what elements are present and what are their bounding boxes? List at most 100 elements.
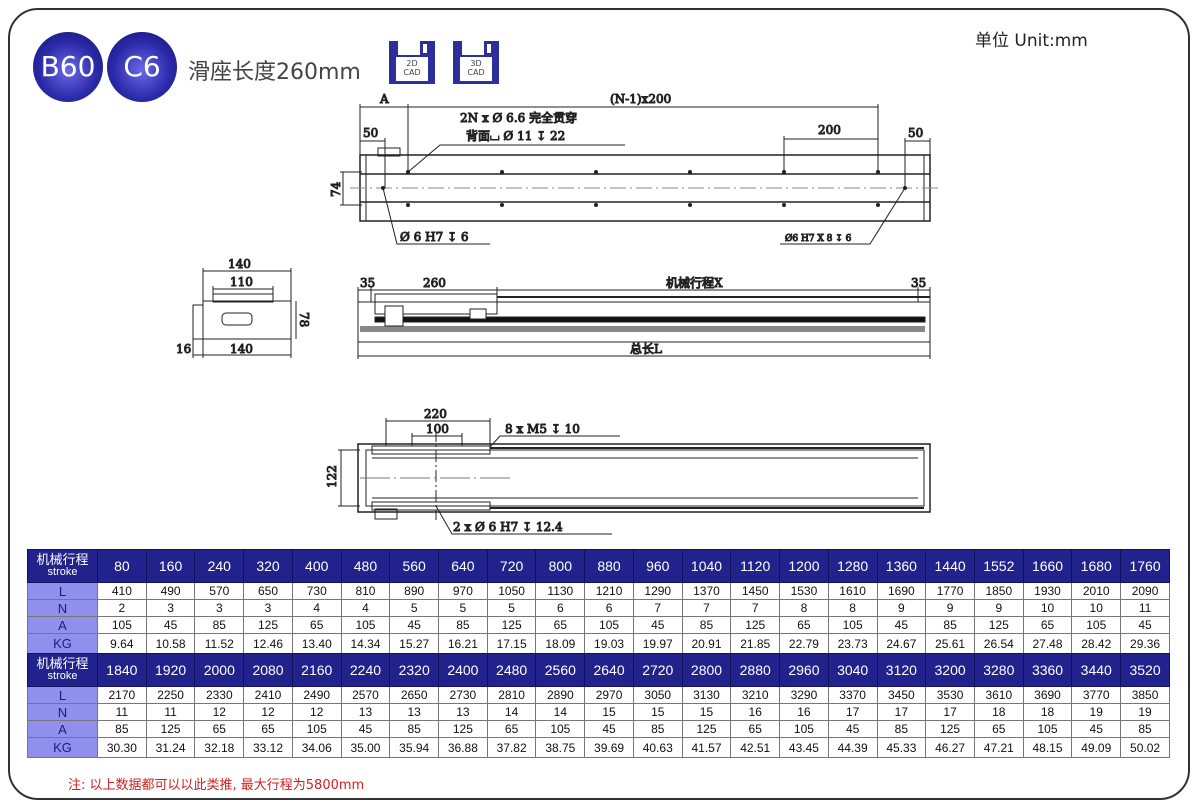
cell-a: 45	[876, 616, 927, 634]
cell-kg: 17.15	[486, 633, 537, 654]
stroke-value: 2400	[438, 653, 488, 687]
stroke-value: 3120	[876, 653, 927, 687]
cell-n: 11	[97, 703, 147, 721]
row-label: A	[27, 616, 98, 634]
cell-a: 85	[389, 720, 440, 738]
cell-l: 3130	[681, 686, 732, 704]
stroke-value: 1440	[925, 549, 975, 583]
unit-label: 单位 Unit:mm	[975, 31, 1088, 51]
stroke-value: 2160	[291, 653, 342, 687]
model-badge-c6: C6	[107, 32, 177, 102]
stroke-header-row: 机械行程 stroke 80 160 240 320 400 480 560 640 720 800 8…	[27, 549, 1170, 583]
spec-table-1: 机械行程 stroke 80 160 240 320 400 480 560 640 720 800 8…	[27, 549, 1170, 654]
stroke-value: 3360	[1022, 653, 1073, 687]
dim-end-16: 16	[176, 342, 191, 356]
cell-l: 2090	[1120, 582, 1170, 600]
cell-n: 12	[291, 703, 342, 721]
cell-a: 65	[730, 720, 781, 738]
stroke-value: 1280	[827, 549, 878, 583]
cad-2d-button[interactable]: 2D CAD	[389, 41, 435, 84]
dim-side-35-right: 35	[911, 276, 926, 290]
cell-kg: 12.46	[243, 633, 293, 654]
cell-a: 85	[681, 616, 732, 634]
floppy-icon	[398, 41, 420, 55]
cell-kg: 46.27	[925, 737, 975, 758]
stroke-header-row: 机械行程 stroke 1840 1920 2000 2080 2160 2240 2320 24…	[27, 653, 1170, 687]
cell-l: 1770	[925, 582, 975, 600]
cell-a: 65	[194, 720, 245, 738]
stroke-label-en: stroke	[47, 670, 78, 682]
cell-l: 2810	[486, 686, 537, 704]
cell-a: 65	[1022, 616, 1073, 634]
row-label: KG	[27, 737, 98, 758]
cell-l: 1530	[779, 582, 829, 600]
cell-l: 730	[291, 582, 342, 600]
cell-kg: 15.27	[389, 633, 440, 654]
stroke-label-cn: 机械行程	[36, 656, 89, 671]
stroke-value: 3280	[973, 653, 1024, 687]
cell-a: 65	[291, 616, 342, 634]
cad-3d-label-bottom: CAD	[467, 68, 485, 77]
cell-l: 3210	[730, 686, 781, 704]
cell-l: 3850	[1120, 686, 1170, 704]
row-label: N	[27, 599, 98, 617]
cell-kg: 9.64	[97, 633, 147, 654]
cell-n: 18	[973, 703, 1024, 721]
cell-a: 125	[973, 616, 1024, 634]
cell-n: 13	[340, 703, 391, 721]
table-row-n: N 11 11 12 12 12 13 13 13 14 14 15 15 15 16 16 17 17 17 18 1…	[27, 703, 1170, 721]
cell-l: 2250	[145, 686, 196, 704]
spec-table-2: 机械行程 stroke 1840 1920 2000 2080 2160 2240 2320 24…	[27, 653, 1170, 758]
table-row-a: A 105 45 85 125 65 105 45 85 125 65 105 45 85 125 65 105…	[27, 616, 1170, 634]
cell-a: 125	[681, 720, 732, 738]
side-view: 35 260 机械行程X 35 总长L	[357, 275, 931, 359]
cell-n: 13	[438, 703, 488, 721]
cell-n: 11	[1120, 599, 1170, 617]
cell-kg: 13.40	[291, 633, 342, 654]
cell-kg: 18.09	[535, 633, 586, 654]
cell-kg: 50.02	[1120, 737, 1170, 758]
slider-length-title: 滑座长度260mm	[188, 60, 361, 85]
stroke-value: 1360	[876, 549, 927, 583]
cell-n: 4	[291, 599, 342, 617]
cell-a: 45	[827, 720, 878, 738]
cell-n: 9	[925, 599, 975, 617]
cell-a: 125	[243, 616, 293, 634]
cell-kg: 14.34	[340, 633, 391, 654]
top-view: A (N-1)x200 50 200 50 74 2N x Ø 6.6 完全贯穿…	[329, 92, 940, 245]
cell-l: 1930	[1022, 582, 1073, 600]
stroke-value: 2880	[730, 653, 781, 687]
cell-l: 3690	[1022, 686, 1073, 704]
cell-n: 17	[925, 703, 975, 721]
cell-l: 1370	[681, 582, 732, 600]
cell-n: 17	[876, 703, 927, 721]
dim-spacing-200: 200	[818, 123, 841, 137]
stroke-value: 2320	[389, 653, 440, 687]
cell-a: 125	[925, 720, 975, 738]
cell-a: 45	[1071, 720, 1122, 738]
cell-kg: 23.73	[827, 633, 878, 654]
cell-l: 3770	[1071, 686, 1122, 704]
cell-n: 2	[97, 599, 147, 617]
cell-a: 125	[145, 720, 196, 738]
cell-n: 19	[1071, 703, 1122, 721]
cell-l: 1050	[486, 582, 537, 600]
stroke-value: 640	[438, 549, 488, 583]
cell-kg: 19.03	[584, 633, 634, 654]
cell-a: 105	[1022, 720, 1073, 738]
cell-n: 9	[876, 599, 927, 617]
cell-a: 45	[632, 616, 683, 634]
hole-note-2: 背面⌴ Ø 11 ↧ 22	[466, 129, 565, 143]
pin-note-left: Ø 6 H7 ↧ 6	[400, 230, 469, 244]
stroke-value: 2720	[632, 653, 683, 687]
stroke-value: 1920	[145, 653, 196, 687]
cell-a: 45	[584, 720, 634, 738]
stroke-value: 2560	[535, 653, 586, 687]
cell-kg: 42.51	[730, 737, 781, 758]
cad-3d-button[interactable]: 3D CAD	[453, 41, 499, 84]
cell-n: 10	[1022, 599, 1073, 617]
stroke-value: 1660	[1022, 549, 1073, 583]
cell-kg: 19.97	[632, 633, 683, 654]
cell-n: 3	[145, 599, 196, 617]
cell-l: 650	[243, 582, 293, 600]
